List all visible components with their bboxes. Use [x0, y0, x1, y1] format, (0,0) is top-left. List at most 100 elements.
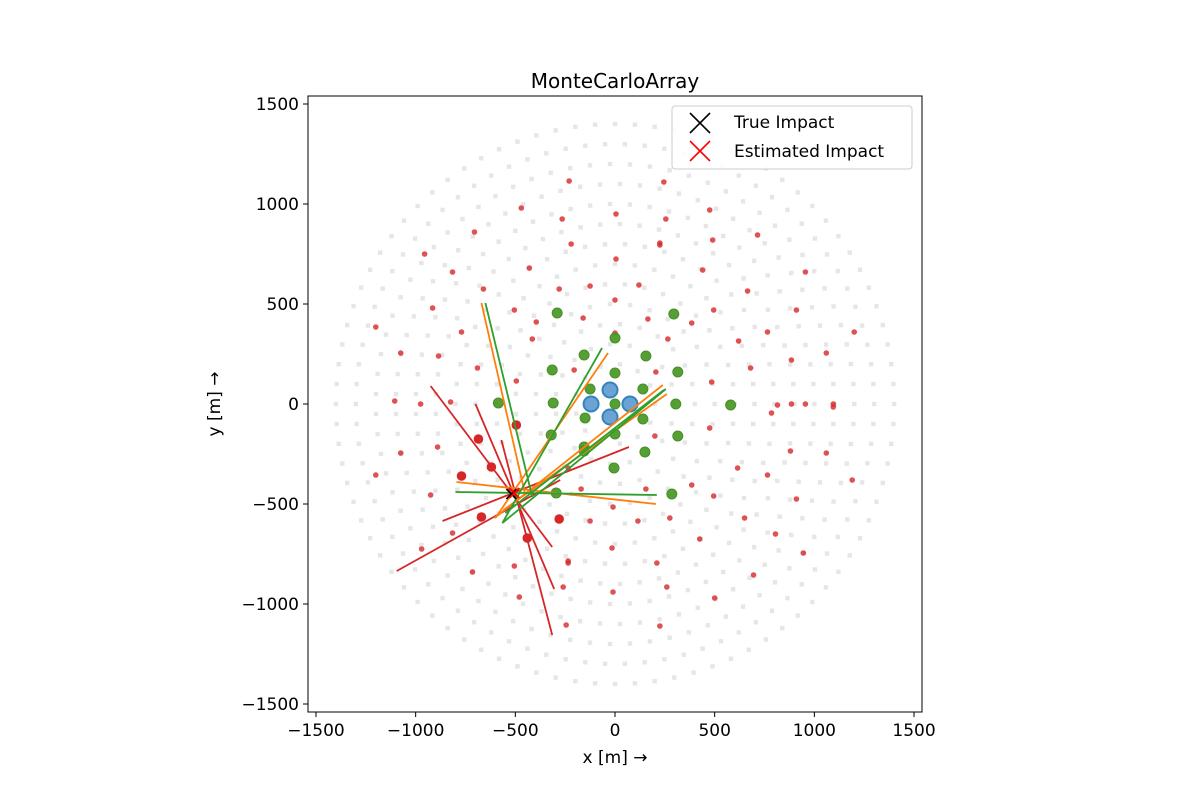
ring-dot: [401, 585, 407, 590]
ring-dot: [776, 255, 781, 260]
untriggered-telescope: [764, 329, 771, 335]
ring-dot: [688, 284, 693, 289]
ring-dot: [378, 250, 383, 255]
ring-dot: [540, 236, 546, 242]
ring-dot: [845, 286, 850, 291]
ring-dot: [848, 441, 854, 447]
ring-dot: [822, 286, 827, 291]
ring-dot: [430, 524, 436, 529]
ring-dot: [455, 487, 460, 492]
ring-dot: [488, 630, 494, 635]
ring-dot: [642, 244, 648, 250]
ring-dot: [574, 411, 579, 416]
x-tick-label: −1000: [387, 721, 445, 741]
untriggered-telescope: [653, 369, 659, 375]
ring-dot: [523, 557, 528, 563]
ring-dot: [507, 310, 512, 315]
ring-dot: [777, 289, 782, 294]
ring-dot: [354, 381, 359, 387]
untriggered-telescope: [447, 399, 454, 405]
ring-dot: [513, 228, 518, 233]
ring-dot: [513, 411, 519, 417]
ring-dot: [670, 274, 676, 279]
untriggered-telescope: [565, 560, 571, 566]
ring-dot: [685, 587, 691, 593]
ring-dot: [420, 507, 425, 512]
untriggered-telescope: [560, 584, 566, 590]
ring-dot: [430, 613, 435, 618]
ring-dot: [728, 656, 734, 661]
ring-dot: [751, 544, 757, 550]
ring-dot: [558, 188, 563, 194]
ring-dot: [853, 498, 858, 504]
ring-dot: [440, 207, 445, 213]
ring-dot: [772, 580, 778, 585]
ring-dot: [453, 401, 458, 407]
ring-dot: [431, 558, 437, 564]
ring-dot: [592, 540, 598, 545]
ring-dot: [776, 548, 781, 553]
untriggered-telescope: [518, 205, 525, 211]
ring-dot: [465, 504, 470, 509]
ring-dot: [704, 362, 709, 367]
ring-dot: [838, 322, 844, 328]
ring-dot: [455, 195, 461, 200]
legend-box: [671, 105, 913, 170]
ring-dot: [857, 535, 863, 541]
ring-dot: [695, 605, 700, 610]
ring-dot: [582, 558, 588, 564]
ring-dot: [419, 542, 424, 548]
ring-dot: [761, 460, 766, 466]
ring-dot: [694, 344, 700, 350]
ring-dot: [769, 195, 775, 200]
untriggered-telescope: [823, 450, 830, 456]
ring-dot: [680, 257, 686, 262]
ring-dot: [607, 601, 613, 607]
ring-dot: [380, 286, 385, 291]
ring-dot: [785, 595, 790, 601]
reconstruction-line: [480, 302, 527, 496]
ring-dot: [714, 525, 719, 530]
ring-dot: [485, 343, 491, 349]
ring-dot: [865, 461, 870, 466]
ring-dot: [470, 234, 475, 239]
ring-dot: [642, 143, 647, 148]
ring-dot: [831, 421, 836, 427]
ring-dot: [680, 546, 686, 551]
ring-dot: [503, 592, 508, 597]
ring-dot: [517, 431, 523, 437]
triggered-telescope-red: [554, 514, 564, 524]
ring-dot: [635, 368, 640, 374]
ring-dot: [823, 461, 829, 466]
ring-dot: [730, 587, 736, 592]
untriggered-telescope: [427, 492, 434, 498]
ring-dot: [464, 460, 469, 466]
untriggered-telescope: [802, 269, 809, 275]
ring-dot: [360, 342, 365, 347]
ring-dot: [692, 401, 697, 407]
ring-dot: [446, 334, 451, 339]
reconstruction-line: [500, 439, 554, 636]
ring-dot: [710, 421, 715, 427]
ring-dot: [563, 553, 568, 559]
untriggered-telescope: [696, 536, 703, 542]
untriggered-telescope: [458, 329, 465, 335]
ring-dot: [726, 540, 732, 546]
ring-dot: [561, 463, 567, 468]
ring-dot: [787, 497, 793, 502]
ring-dot: [795, 190, 800, 195]
ring-dot: [785, 207, 790, 213]
ring-dot: [642, 558, 648, 564]
ring-dot: [520, 202, 526, 207]
ring-dot: [880, 322, 885, 328]
ring-dot: [757, 210, 762, 216]
ring-dot: [729, 511, 734, 516]
ring-dot: [703, 579, 709, 585]
legend-true-impact-label: True Impact: [733, 113, 835, 133]
ring-dot: [822, 517, 827, 522]
ring-dot: [809, 498, 815, 503]
ring-dot: [534, 670, 539, 675]
ring-dot: [333, 401, 339, 407]
ring-dot: [780, 625, 785, 631]
ring-dot: [865, 342, 870, 347]
